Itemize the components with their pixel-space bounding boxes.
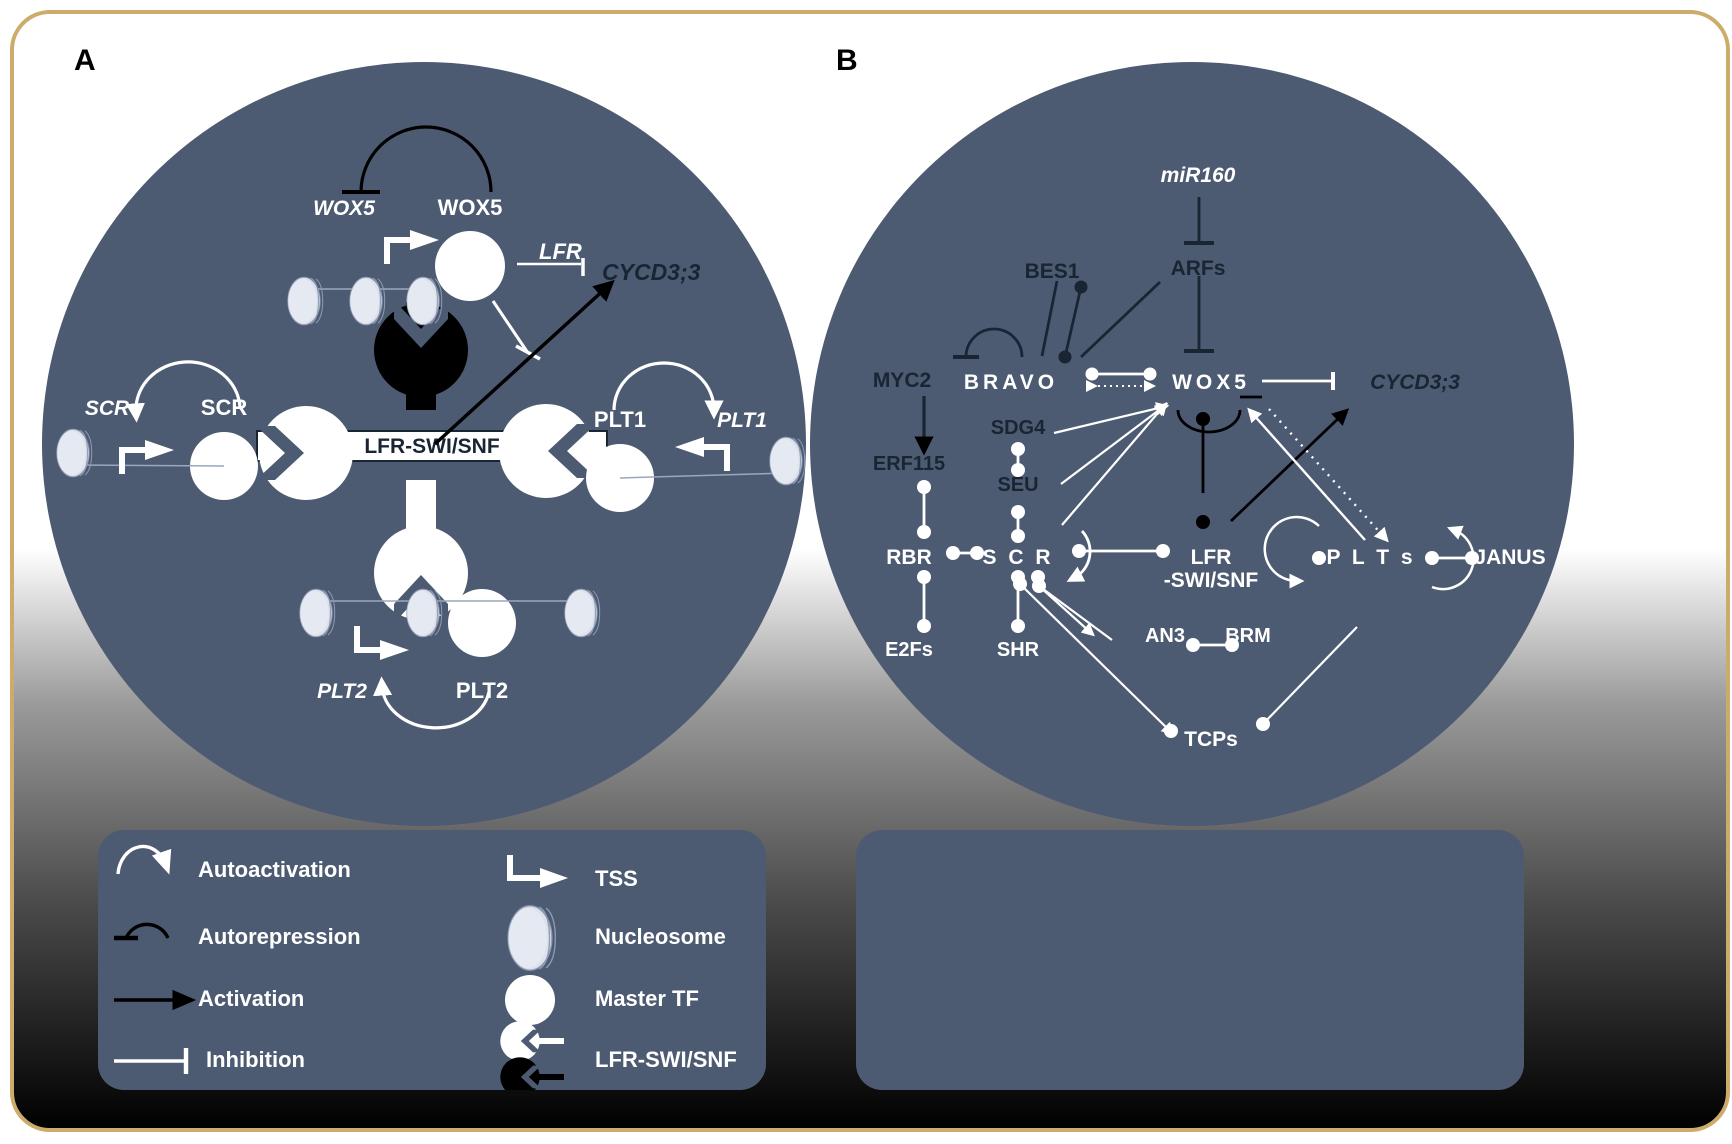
svg-text:LFR-SWI/SNF: LFR-SWI/SNF xyxy=(595,1047,737,1072)
svg-text:JANUS: JANUS xyxy=(1474,546,1545,569)
svg-text:PLT2: PLT2 xyxy=(456,678,508,703)
svg-text:RBR: RBR xyxy=(886,546,932,569)
svg-text:PLT2: PLT2 xyxy=(317,680,367,703)
svg-text:CYCD3;3: CYCD3;3 xyxy=(602,259,701,285)
svg-text:CYCD3;3: CYCD3;3 xyxy=(1370,371,1460,394)
svg-text:Nucleosome: Nucleosome xyxy=(595,924,726,949)
svg-text:Inhibition: Inhibition xyxy=(206,1047,305,1072)
svg-text:SDG4: SDG4 xyxy=(991,417,1046,439)
svg-text:LFR: LFR xyxy=(1191,546,1232,569)
svg-text:-SWI/SNF: -SWI/SNF xyxy=(1164,569,1259,592)
svg-text:Autorepression: Autorepression xyxy=(198,924,361,949)
svg-text:LFR-SWI/SNF: LFR-SWI/SNF xyxy=(364,435,499,458)
svg-text:WOX5: WOX5 xyxy=(438,195,503,220)
svg-text:PLT1: PLT1 xyxy=(594,407,646,432)
svg-text:SEU: SEU xyxy=(997,474,1038,496)
svg-text:TCPs: TCPs xyxy=(1184,728,1238,751)
svg-text:P L T s: P L T s xyxy=(1326,546,1415,569)
svg-text:TSS: TSS xyxy=(595,866,638,891)
svg-text:ERF115: ERF115 xyxy=(873,453,945,475)
svg-text:BRAVO: BRAVO xyxy=(964,371,1058,394)
svg-text:Activation: Activation xyxy=(198,986,304,1011)
svg-text:S C R: S C R xyxy=(982,546,1053,569)
svg-text:WOX5: WOX5 xyxy=(1172,371,1250,394)
svg-text:SCR: SCR xyxy=(201,395,248,420)
svg-text:AN3: AN3 xyxy=(1145,625,1185,647)
svg-text:SHR: SHR xyxy=(997,639,1040,661)
svg-text:Master TF: Master TF xyxy=(595,986,699,1011)
svg-text:LFR: LFR xyxy=(539,239,582,264)
svg-text:Autoactivation: Autoactivation xyxy=(198,857,351,882)
svg-text:WOX5: WOX5 xyxy=(313,197,375,220)
svg-text:SCR: SCR xyxy=(85,397,130,420)
svg-text:BES1: BES1 xyxy=(1025,260,1080,283)
svg-text:E2Fs: E2Fs xyxy=(885,639,933,661)
svg-text:PLT1: PLT1 xyxy=(717,409,767,432)
svg-text:miR160: miR160 xyxy=(1161,164,1236,187)
svg-text:MYC2: MYC2 xyxy=(873,369,931,392)
